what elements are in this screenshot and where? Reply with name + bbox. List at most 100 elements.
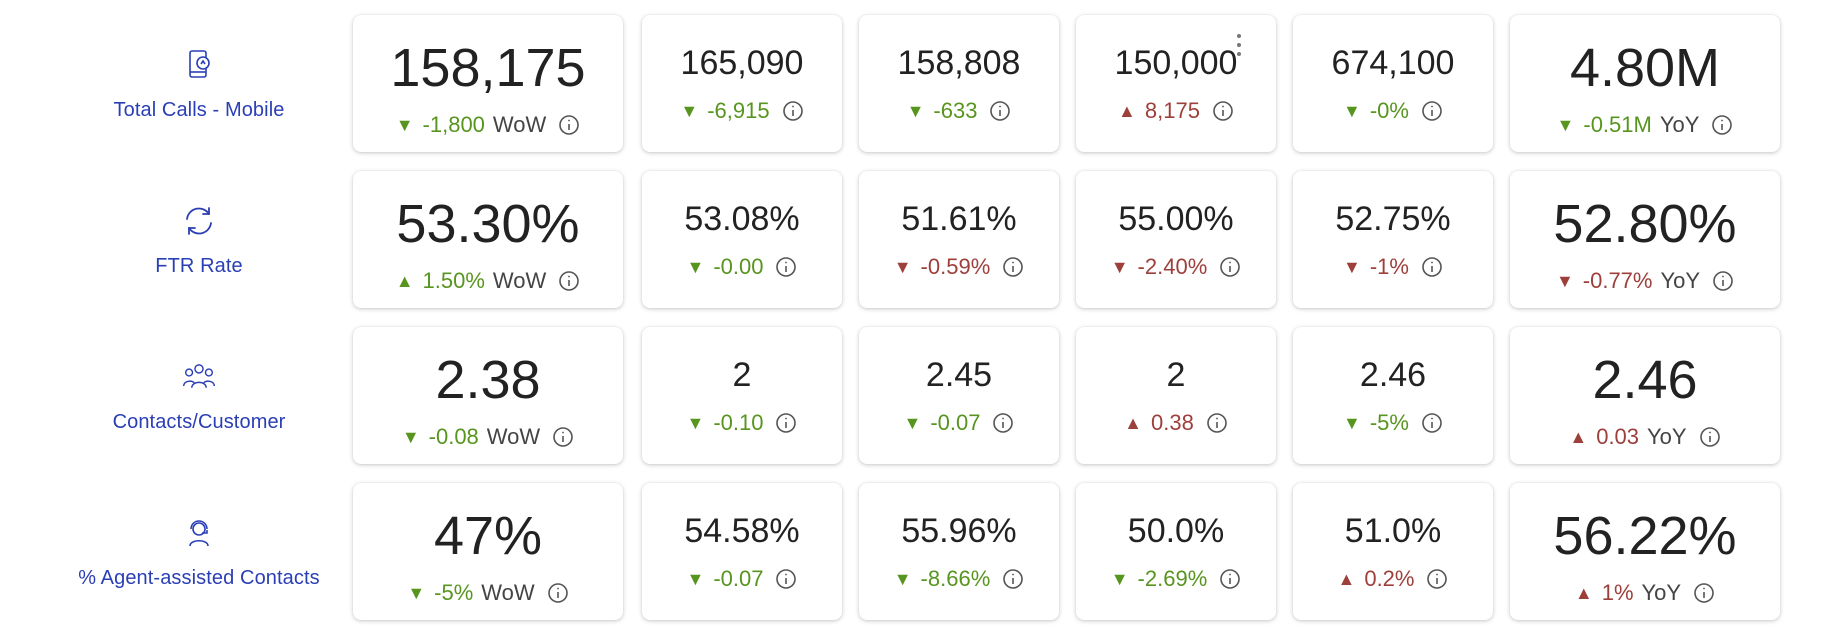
info-icon[interactable] (1693, 582, 1715, 604)
kpi-card[interactable]: 2.46 ▼ -5% (1293, 327, 1493, 464)
kpi-value: 2.45 (925, 356, 993, 394)
triangle-down-icon: ▼ (686, 413, 705, 433)
kpi-delta: ▼ -0.07 (859, 410, 1059, 436)
row-label: Total Calls - Mobile (113, 98, 285, 121)
delta-value: -0% (1369, 98, 1409, 123)
info-icon[interactable] (1421, 412, 1443, 434)
comparison-period: WoW (481, 580, 535, 605)
delta-value: -633 (933, 98, 978, 123)
kpi-value: 51.61% (901, 200, 1017, 238)
row-header: FTR Rate (0, 165, 398, 315)
info-icon[interactable] (992, 412, 1014, 434)
row-header: Contacts/Customer (0, 321, 398, 471)
info-icon[interactable] (782, 100, 804, 122)
info-icon[interactable] (775, 412, 797, 434)
delta-value: 8,175 (1144, 98, 1200, 123)
kpi-card[interactable]: 2 ▲ 0.38 (1076, 327, 1276, 464)
info-icon[interactable] (1206, 412, 1228, 434)
delta-value: -2.40% (1137, 254, 1208, 279)
kpi-value: 2.46 (1592, 350, 1698, 410)
info-icon[interactable] (1421, 100, 1443, 122)
delta-value: -8.66% (920, 566, 991, 591)
kpi-value: 674,100 (1331, 44, 1455, 82)
delta-value: -0.08 (428, 424, 479, 449)
triangle-down-icon: ▼ (1110, 257, 1129, 277)
people-group-icon (181, 359, 217, 395)
kpi-card[interactable]: 53.08% ▼ -0.00 (642, 171, 842, 308)
kpi-card[interactable]: 51.0% ▲ 0.2% (1293, 483, 1493, 620)
kpi-card[interactable]: 55.00% ▼ -2.40% (1076, 171, 1276, 308)
kpi-delta: ▼ -0.08 WoW (353, 424, 623, 450)
info-icon[interactable] (552, 426, 574, 448)
info-icon[interactable] (775, 568, 797, 590)
kpi-card[interactable]: 51.61% ▼ -0.59% (859, 171, 1059, 308)
kpi-card[interactable]: 2.38 ▼ -0.08 WoW (353, 327, 623, 464)
info-icon[interactable] (558, 270, 580, 292)
info-icon[interactable] (1002, 568, 1024, 590)
delta-value: -0.59% (920, 254, 991, 279)
kpi-card[interactable]: 2 ▼ -0.10 (642, 327, 842, 464)
info-icon[interactable] (775, 256, 797, 278)
kpi-card[interactable]: 158,808 ▼ -633 (859, 15, 1059, 152)
triangle-down-icon: ▼ (407, 583, 426, 603)
kpi-card[interactable]: 158,175 ▼ -1,800 WoW (353, 15, 623, 152)
kpi-card[interactable]: 54.58% ▼ -0.07 (642, 483, 842, 620)
kpi-card[interactable]: 4.80M ▼ -0.51M YoY (1510, 15, 1780, 152)
info-icon[interactable] (1219, 568, 1241, 590)
kpi-value: 55.96% (901, 512, 1017, 550)
kpi-card[interactable]: 52.80% ▼ -0.77% YoY (1510, 171, 1780, 308)
kpi-delta: ▲ 0.03 YoY (1510, 424, 1780, 450)
delta-value: -0.00 (713, 254, 764, 279)
info-icon[interactable] (1712, 270, 1734, 292)
kpi-card[interactable]: 2.45 ▼ -0.07 (859, 327, 1059, 464)
kpi-delta: ▼ -633 (859, 98, 1059, 124)
info-icon[interactable] (1002, 256, 1024, 278)
kpi-delta: ▼ -5% WoW (353, 580, 623, 606)
delta-value: -0.10 (713, 410, 764, 435)
info-icon[interactable] (989, 100, 1011, 122)
info-icon[interactable] (558, 114, 580, 136)
kpi-card[interactable]: 150,000 ▲ 8,175 (1076, 15, 1276, 152)
refresh-icon (181, 203, 217, 239)
kpi-card[interactable]: 50.0% ▼ -2.69% (1076, 483, 1276, 620)
comparison-period: YoY (1660, 268, 1701, 293)
row-label: FTR Rate (155, 254, 243, 277)
kpi-card[interactable]: 674,100 ▼ -0% (1293, 15, 1493, 152)
delta-value: 0.03 (1596, 424, 1640, 449)
triangle-down-icon: ▼ (686, 569, 705, 589)
kpi-delta: ▼ -1,800 WoW (353, 112, 623, 138)
triangle-down-icon: ▼ (1555, 271, 1574, 291)
kpi-delta: ▼ -1% (1293, 254, 1493, 280)
info-icon[interactable] (1212, 100, 1234, 122)
info-icon[interactable] (1421, 256, 1443, 278)
kpi-value: 2 (732, 356, 752, 394)
more-vertical-icon[interactable] (1234, 34, 1244, 56)
info-icon[interactable] (547, 582, 569, 604)
kpi-card[interactable]: 52.75% ▼ -1% (1293, 171, 1493, 308)
kpi-delta: ▼ -6,915 (642, 98, 842, 124)
comparison-period: YoY (1641, 580, 1682, 605)
kpi-delta: ▼ -8.66% (859, 566, 1059, 592)
kpi-value: 52.75% (1335, 200, 1451, 238)
kpi-card[interactable]: 53.30% ▲ 1.50% WoW (353, 171, 623, 308)
kpi-card[interactable]: 47% ▼ -5% WoW (353, 483, 623, 620)
info-icon[interactable] (1699, 426, 1721, 448)
kpi-card[interactable]: 2.46 ▲ 0.03 YoY (1510, 327, 1780, 464)
kpi-delta: ▲ 1% YoY (1510, 580, 1780, 606)
triangle-up-icon: ▲ (1574, 583, 1593, 603)
kpi-value: 2 (1166, 356, 1186, 394)
triangle-up-icon: ▲ (1118, 101, 1136, 121)
triangle-down-icon: ▼ (680, 101, 699, 121)
delta-value: -1,800 (422, 112, 485, 137)
kpi-value: 2.46 (1359, 356, 1427, 394)
kpi-value: 158,175 (390, 38, 586, 98)
info-icon[interactable] (1219, 256, 1241, 278)
kpi-value: 47% (433, 506, 543, 566)
kpi-card[interactable]: 165,090 ▼ -6,915 (642, 15, 842, 152)
kpi-delta: ▼ -0% (1293, 98, 1493, 124)
kpi-card[interactable]: 56.22% ▲ 1% YoY (1510, 483, 1780, 620)
triangle-down-icon: ▼ (1343, 257, 1361, 277)
info-icon[interactable] (1426, 568, 1448, 590)
kpi-card[interactable]: 55.96% ▼ -8.66% (859, 483, 1059, 620)
info-icon[interactable] (1711, 114, 1733, 136)
